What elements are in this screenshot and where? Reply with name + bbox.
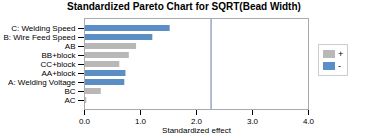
svg-text:C: Welding Speed: C: Welding Speed xyxy=(11,24,75,33)
svg-text:2.0: 2.0 xyxy=(190,117,203,127)
svg-text:B: Wire Feed Speed: B: Wire Feed Speed xyxy=(3,33,75,42)
svg-text:BB+block: BB+block xyxy=(41,51,76,60)
svg-text:0.0: 0.0 xyxy=(79,117,91,126)
svg-text:BC: BC xyxy=(64,87,75,96)
svg-text:A: Welding Voltage: A: Welding Voltage xyxy=(8,78,76,87)
svg-text:AA+block: AA+block xyxy=(41,69,76,78)
svg-text:1.0: 1.0 xyxy=(135,117,147,126)
svg-text:AB: AB xyxy=(65,42,76,51)
html-text:Standardized Pareto Chart for: Standardized Pareto Chart for SQRT(Bead … xyxy=(67,1,301,12)
svg-text:CC+block: CC+block xyxy=(41,60,77,69)
svg-text:3.0: 3.0 xyxy=(247,117,259,126)
svg-text:AC: AC xyxy=(64,96,75,105)
svg-text:Standardized effect: Standardized effect xyxy=(162,126,232,135)
svg-text:4.0: 4.0 xyxy=(303,117,315,126)
